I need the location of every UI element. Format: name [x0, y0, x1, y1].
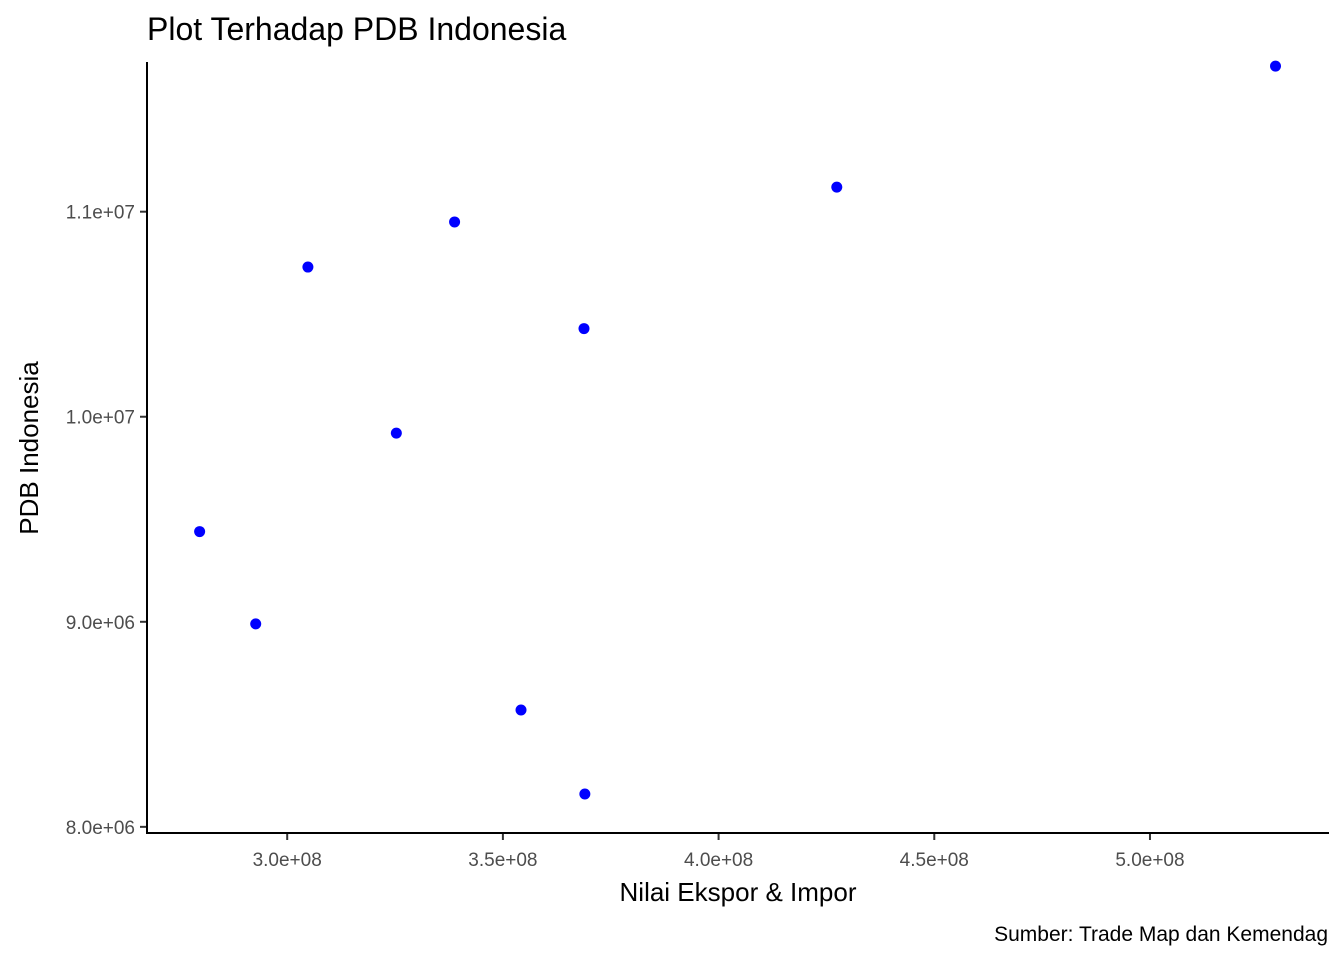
x-tick-label: 4.5e+08 — [900, 850, 969, 871]
y-tick-label: 8.0e+06 — [66, 818, 135, 839]
data-point — [831, 181, 843, 193]
x-axis-label: Nilai Ekspor & Impor — [620, 877, 857, 907]
data-point — [579, 788, 591, 800]
chart-title: Plot Terhadap PDB Indonesia — [147, 11, 566, 47]
data-point — [390, 427, 402, 439]
x-tick-label: 3.0e+08 — [253, 850, 322, 871]
y-axis-ticks: 8.0e+06 9.0e+06 1.0e+07 1.1e+07 — [66, 203, 147, 839]
x-axis-ticks: 3.0e+08 3.5e+08 4.0e+08 4.5e+08 5.0e+08 — [253, 833, 1185, 871]
y-tick-label: 1.1e+07 — [66, 203, 135, 224]
x-tick-label: 4.0e+08 — [684, 850, 753, 871]
x-tick-label: 5.0e+08 — [1115, 850, 1184, 871]
y-axis-label: PDB Indonesia — [14, 361, 44, 535]
x-tick-label: 3.5e+08 — [468, 850, 537, 871]
data-point — [194, 526, 206, 538]
data-point — [1270, 60, 1282, 72]
plot-area — [194, 60, 1282, 800]
y-tick-label: 1.0e+07 — [66, 408, 135, 429]
data-point — [578, 323, 590, 335]
source-caption: Sumber: Trade Map dan Kemendag — [994, 923, 1328, 946]
data-point — [250, 618, 262, 630]
y-tick-label: 9.0e+06 — [66, 613, 135, 634]
data-point — [449, 216, 461, 228]
data-point — [302, 261, 314, 273]
data-point — [515, 704, 527, 716]
